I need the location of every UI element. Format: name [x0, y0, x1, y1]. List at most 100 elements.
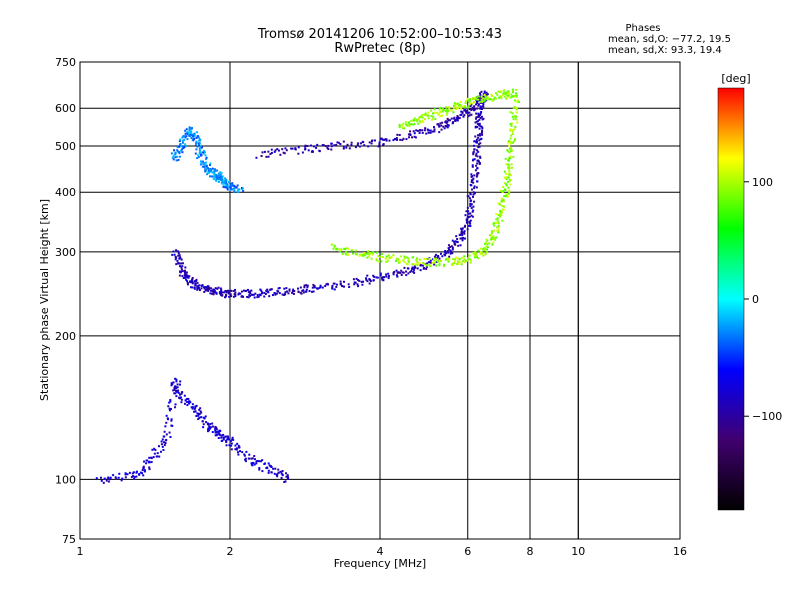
- data-point: [236, 189, 239, 192]
- data-point: [476, 95, 479, 98]
- data-point: [462, 115, 465, 118]
- data-point: [432, 115, 435, 118]
- data-point: [495, 218, 498, 221]
- data-point: [467, 224, 470, 227]
- data-point: [444, 124, 447, 127]
- data-point: [497, 226, 500, 229]
- data-point: [424, 113, 427, 116]
- data-point: [502, 190, 505, 193]
- data-point: [267, 469, 270, 472]
- data-point: [471, 165, 474, 168]
- data-point: [447, 119, 450, 122]
- data-point: [429, 259, 432, 262]
- data-point: [453, 243, 456, 246]
- data-point: [267, 291, 270, 294]
- data-point: [234, 448, 237, 451]
- data-point: [343, 285, 346, 288]
- data-point: [352, 252, 355, 255]
- data-point: [415, 129, 418, 132]
- data-point: [303, 284, 306, 287]
- data-point: [469, 103, 472, 106]
- data-point: [505, 91, 508, 94]
- data-point: [347, 253, 350, 256]
- colorbar-tick-label: 100: [752, 176, 773, 189]
- data-point: [254, 292, 257, 295]
- data-point: [207, 289, 210, 292]
- data-point: [207, 427, 210, 430]
- data-point: [368, 255, 371, 258]
- data-point: [453, 102, 456, 105]
- data-point: [480, 90, 483, 93]
- data-point: [474, 154, 477, 157]
- data-point: [217, 172, 220, 175]
- data-point: [173, 392, 176, 395]
- data-point: [179, 396, 182, 399]
- data-point: [283, 152, 286, 155]
- data-point: [490, 236, 493, 239]
- data-point: [497, 231, 500, 234]
- data-point: [209, 427, 212, 430]
- data-point: [102, 481, 105, 484]
- data-point: [196, 135, 199, 138]
- data-point: [404, 121, 407, 124]
- data-point: [228, 295, 231, 298]
- data-point: [287, 292, 290, 295]
- data-point: [395, 274, 398, 277]
- data-point: [350, 141, 353, 144]
- data-point: [350, 249, 353, 252]
- data-point: [191, 403, 194, 406]
- data-point: [341, 252, 344, 255]
- data-point: [186, 280, 189, 283]
- data-point: [509, 183, 512, 186]
- data-point: [153, 447, 156, 450]
- data-point: [252, 293, 255, 296]
- data-point: [502, 92, 505, 95]
- data-point: [191, 133, 194, 136]
- data-point: [491, 237, 494, 240]
- data-point: [305, 288, 308, 291]
- data-point: [475, 256, 478, 259]
- data-point: [468, 197, 471, 200]
- data-point: [405, 274, 408, 277]
- data-point: [193, 280, 196, 283]
- data-point: [448, 106, 451, 109]
- data-point: [402, 122, 405, 125]
- data-point: [413, 266, 416, 269]
- data-point: [238, 450, 241, 453]
- data-point: [474, 135, 477, 138]
- data-point: [436, 123, 439, 126]
- data-point: [221, 175, 224, 178]
- data-point: [496, 228, 499, 231]
- data-point: [482, 103, 485, 106]
- data-point: [286, 290, 289, 293]
- data-point: [193, 137, 196, 140]
- data-point: [259, 288, 262, 291]
- data-point: [465, 219, 468, 222]
- data-point: [214, 429, 217, 432]
- data-point: [413, 123, 416, 126]
- data-point: [143, 470, 146, 473]
- data-point: [169, 408, 172, 411]
- data-point: [186, 276, 189, 279]
- data-point: [437, 113, 440, 116]
- data-point: [244, 458, 247, 461]
- data-point: [483, 248, 486, 251]
- data-point: [299, 286, 302, 289]
- data-point: [429, 129, 432, 132]
- data-point: [399, 138, 402, 141]
- data-point: [190, 279, 193, 282]
- data-point: [481, 129, 484, 132]
- data-point: [478, 139, 481, 142]
- data-point: [393, 137, 396, 140]
- colorbar-label: [deg]: [721, 72, 750, 85]
- data-point: [186, 404, 189, 407]
- data-point: [275, 474, 278, 477]
- data-point: [509, 174, 512, 177]
- data-point: [450, 117, 453, 120]
- data-point: [284, 480, 287, 483]
- data-point: [512, 95, 515, 98]
- data-point: [492, 241, 495, 244]
- data-point: [462, 231, 465, 234]
- data-point: [465, 111, 468, 114]
- data-point: [311, 290, 314, 293]
